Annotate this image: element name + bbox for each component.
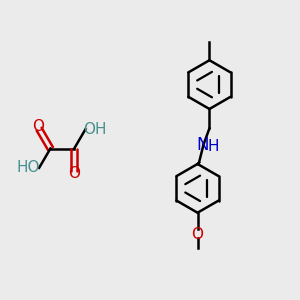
Text: HO: HO [17,160,41,175]
Text: O: O [32,119,44,134]
Text: H: H [207,139,219,154]
Text: O: O [192,227,204,242]
Text: OH: OH [84,122,107,137]
Text: N: N [197,136,209,154]
Text: O: O [68,166,80,181]
